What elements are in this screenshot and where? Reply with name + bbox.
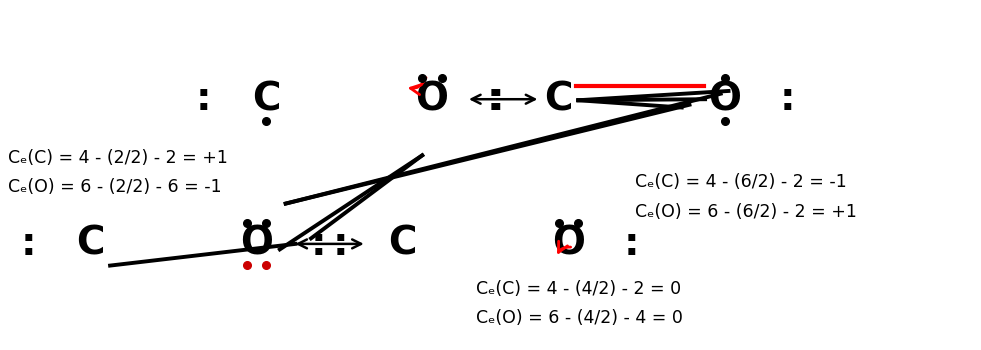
Text: :: :	[779, 80, 795, 118]
Text: :: :	[311, 225, 327, 263]
Text: :: :	[489, 80, 504, 118]
Text: Cₑ(C) = 4 - (4/2) - 2 = 0: Cₑ(C) = 4 - (4/2) - 2 = 0	[476, 280, 681, 298]
Text: O: O	[708, 80, 741, 118]
Text: :: :	[333, 225, 348, 263]
Text: Cₑ(C) = 4 - (6/2) - 2 = -1: Cₑ(C) = 4 - (6/2) - 2 = -1	[635, 173, 847, 191]
Text: O: O	[552, 225, 585, 263]
Text: O: O	[416, 80, 448, 118]
Text: :: :	[487, 80, 502, 118]
Text: Cₑ(C) = 4 - (2/2) - 2 = +1: Cₑ(C) = 4 - (2/2) - 2 = +1	[8, 149, 228, 167]
Text: O: O	[240, 225, 273, 263]
Text: :: :	[21, 225, 36, 263]
Text: Cₑ(O) = 6 - (6/2) - 2 = +1: Cₑ(O) = 6 - (6/2) - 2 = +1	[635, 203, 856, 220]
Text: Cₑ(O) = 6 - (2/2) - 6 = -1: Cₑ(O) = 6 - (2/2) - 6 = -1	[8, 178, 222, 196]
Text: :: :	[196, 80, 212, 118]
Text: C: C	[544, 80, 573, 118]
Text: Cₑ(O) = 6 - (4/2) - 4 = 0: Cₑ(O) = 6 - (4/2) - 4 = 0	[476, 309, 683, 327]
Text: C: C	[77, 225, 105, 263]
Text: C: C	[252, 80, 281, 118]
Text: :: :	[623, 225, 639, 263]
Text: C: C	[388, 225, 417, 263]
